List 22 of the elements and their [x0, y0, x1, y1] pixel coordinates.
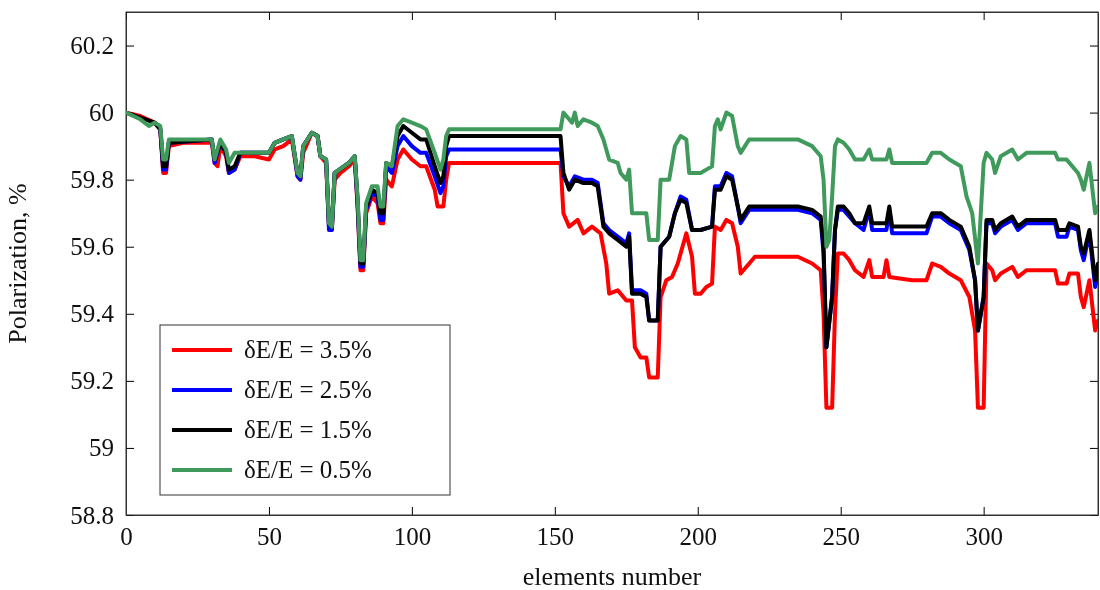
y-tick-label: 60 — [89, 99, 114, 127]
y-tick-label: 59.4 — [70, 300, 115, 328]
y-tick-label: 59 — [89, 434, 114, 462]
y-tick-label: 60.2 — [70, 32, 114, 60]
legend-label: δE/E = 1.5% — [244, 416, 372, 443]
y-tick-label: 59.6 — [70, 233, 114, 261]
x-tick-label: 50 — [256, 522, 282, 550]
x-tick-label: 0 — [120, 522, 133, 550]
x-tick-label: 250 — [822, 522, 860, 550]
y-tick-label: 58.8 — [70, 501, 114, 529]
legend-label: δE/E = 3.5% — [244, 336, 372, 363]
y-tick-label: 59.2 — [70, 367, 114, 395]
x-tick-label: 300 — [965, 522, 1003, 550]
x-tick-label: 200 — [679, 522, 718, 550]
legend-label: δE/E = 0.5% — [244, 456, 372, 483]
x-tick-label: 100 — [393, 522, 432, 550]
legend-label: δE/E = 2.5% — [244, 376, 372, 403]
x-tick-label: 150 — [536, 522, 575, 550]
y-axis-title: Polarization, % — [3, 183, 32, 344]
y-tick-label: 59.8 — [70, 166, 114, 194]
x-axis-title: elements number — [522, 562, 702, 590]
line-series — [126, 110, 1098, 266]
